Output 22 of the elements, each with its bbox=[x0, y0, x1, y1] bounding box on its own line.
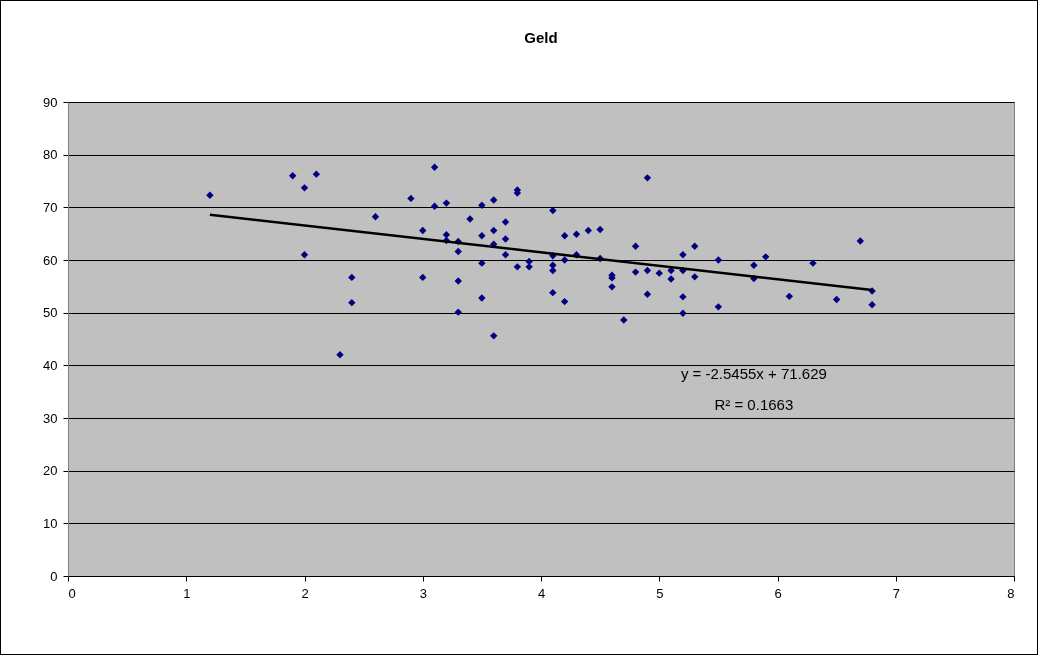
y-tick-label: 80 bbox=[43, 147, 58, 163]
y-tick-label: 0 bbox=[50, 568, 58, 584]
x-tick-label: 0 bbox=[68, 585, 76, 601]
annotation: R² = 0.1663 bbox=[714, 396, 794, 414]
y-tick-label: 50 bbox=[43, 305, 58, 321]
x-tick-label: 8 bbox=[1007, 585, 1015, 601]
annotation: y = -2.5455x + 71.629 bbox=[680, 365, 827, 383]
x-tick-label: 3 bbox=[419, 585, 427, 601]
chart-title: Geld bbox=[524, 29, 558, 46]
x-tick-label: 5 bbox=[656, 585, 664, 601]
x-tick-label: 1 bbox=[183, 585, 191, 601]
y-tick-label: 70 bbox=[43, 199, 58, 215]
y-tick-label: 90 bbox=[43, 94, 58, 110]
x-tick-label: 4 bbox=[537, 585, 546, 601]
y-tick-label: 40 bbox=[43, 357, 58, 373]
x-tick-label: 6 bbox=[774, 585, 782, 601]
y-tick-label: 20 bbox=[43, 463, 58, 479]
y-tick-label: 60 bbox=[43, 252, 58, 268]
x-tick-label: 7 bbox=[892, 585, 900, 601]
y-tick-label: 30 bbox=[43, 410, 58, 426]
x-tick-label: 2 bbox=[301, 585, 309, 601]
y-tick-label: 10 bbox=[43, 515, 58, 531]
